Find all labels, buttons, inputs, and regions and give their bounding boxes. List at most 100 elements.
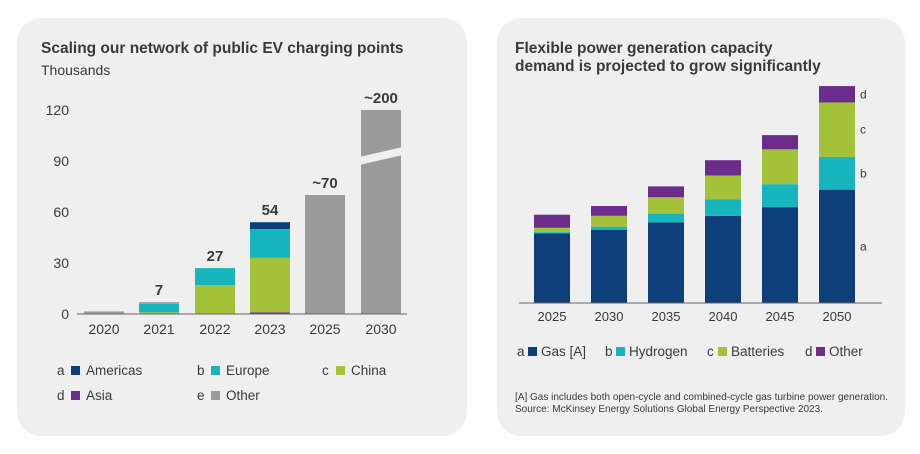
ev-chart-subtitle: Thousands: [41, 62, 111, 78]
bar-other-2030: [361, 110, 401, 314]
bar-europe-2023: [250, 229, 290, 258]
x-tick-label: 2025: [309, 321, 340, 337]
y-tick-label: 90: [53, 153, 69, 169]
legend-swatch-americas: [71, 366, 80, 375]
legend-letter: a: [517, 344, 525, 359]
power-chart-title: Flexible power generation capacity deman…: [515, 40, 821, 76]
total-label-2030: ~200: [364, 90, 398, 107]
legend-label: Asia: [86, 388, 113, 403]
legend-europe: b Europe: [197, 363, 270, 378]
segment-label: d: [860, 87, 867, 101]
bar-other-2025: [534, 214, 570, 228]
x-tick-label: 2035: [652, 309, 681, 324]
bar-gasa-2030: [591, 229, 627, 303]
bar-gasa-2025: [534, 233, 570, 303]
bar-other-2025: [305, 195, 345, 314]
legend-label: Hydrogen: [629, 344, 688, 359]
segment-label: a: [860, 239, 867, 253]
ev-chart-title: Scaling our network of public EV chargin…: [41, 40, 404, 57]
x-tick-label: 2030: [365, 321, 396, 337]
legend-label: China: [351, 363, 387, 378]
bar-other-2021: [139, 302, 179, 304]
legend-label: Other: [226, 388, 260, 403]
legend-swatch-china: [336, 366, 345, 375]
legend-swatch-other: [211, 391, 220, 400]
ev-chart-svg: 0 30 60 90 120 2020 7 2021 27 2022 54 2023 ~70 2025 ~2…: [46, 90, 407, 337]
legend-letter: b: [605, 344, 613, 359]
segment-label: b: [860, 166, 867, 180]
power-chart-title-line1: Flexible power generation capacity: [515, 40, 773, 57]
legend-americas: a Americas: [57, 363, 142, 378]
total-label-2022: 27: [207, 248, 224, 265]
x-tick-label: 2045: [766, 309, 795, 324]
bar-hydrogen-2025: [534, 232, 570, 234]
y-tick-label: 0: [61, 306, 69, 322]
bar-china-2022: [195, 285, 235, 314]
bar-gasa-2050: [819, 189, 855, 303]
axis-break-mark: [355, 146, 407, 166]
bar-gasa-2035: [648, 222, 684, 303]
legend-letter: c: [707, 344, 714, 359]
bar-hydrogen-2050: [819, 156, 855, 190]
bar-batteries-2050: [819, 102, 855, 157]
bar-other-2050: [819, 86, 855, 103]
legend-letter: d: [57, 388, 65, 403]
legend-letter: e: [197, 388, 205, 403]
legend-letter: d: [805, 344, 813, 359]
legend-swatch-batteries: [718, 347, 727, 356]
x-tick-label: 2021: [143, 321, 174, 337]
legend-power-other: d Other: [805, 344, 863, 359]
legend-swatch-europe: [211, 366, 220, 375]
bar-china-2021: [139, 312, 179, 314]
x-tick-label: 2022: [199, 321, 230, 337]
legend-label: Batteries: [731, 344, 785, 359]
bar-hydrogen-2045: [762, 184, 798, 208]
y-tick-label: 120: [46, 102, 70, 118]
legend-china: c China: [322, 363, 386, 378]
bar-batteries-2040: [705, 175, 741, 200]
legend-batteries: c Batteries: [707, 344, 784, 359]
bar-hydrogen-2035: [648, 213, 684, 223]
legend-asia: d Asia: [57, 388, 112, 403]
legend-swatch-hydrogen: [616, 347, 625, 356]
bar-gasa-2045: [762, 207, 798, 303]
ev-charging-panel: Scaling our network of public EV chargin…: [17, 18, 467, 436]
bar-other-2040: [705, 160, 741, 176]
legend-swatch-power-other: [816, 347, 825, 356]
segment-label: c: [860, 123, 866, 137]
bar-batteries-2045: [762, 149, 798, 185]
bar-batteries-2030: [591, 215, 627, 227]
bar-hydrogen-2040: [705, 199, 741, 216]
x-tick-label: 2023: [254, 321, 285, 337]
legend-label: Other: [829, 344, 863, 359]
footnote-line1: [A] Gas includes both open-cycle and com…: [515, 392, 888, 403]
footnote: [A] Gas includes both open-cycle and com…: [515, 392, 888, 416]
legend-swatch-asia: [71, 391, 80, 400]
bar-batteries-2035: [648, 197, 684, 214]
bar-other-2045: [762, 135, 798, 150]
x-tick-label: 2040: [709, 309, 738, 324]
total-label-2025: ~70: [312, 175, 337, 192]
bar-hydrogen-2030: [591, 226, 627, 230]
bar-other-2030: [591, 205, 627, 216]
legend-label: Gas [A]: [541, 344, 587, 359]
power-chart-title-line2: demand is projected to grow significantl…: [515, 58, 821, 75]
legend-other: e Other: [197, 388, 260, 403]
legend-swatch-gas: [528, 347, 537, 356]
bar-other-2035: [648, 186, 684, 198]
legend-letter: c: [322, 363, 329, 378]
x-tick-label: 2050: [823, 309, 852, 324]
total-label-2023: 54: [262, 202, 279, 219]
x-tick-label: 2025: [538, 309, 567, 324]
power-capacity-panel: Flexible power generation capacity deman…: [497, 18, 905, 436]
bar-asia-2023: [250, 312, 290, 314]
power-chart-svg: 2025 2030 2035 2040 2045 2050 a b c d: [519, 86, 882, 324]
bar-gasa-2040: [705, 215, 741, 303]
bar-europe-2021: [139, 303, 179, 313]
x-tick-label: 2020: [88, 321, 119, 337]
footnote-source: Source: McKinsey Energy Solutions Global…: [515, 404, 823, 415]
bar-americas-2023: [250, 222, 290, 229]
total-label-2021: 7: [155, 282, 163, 299]
y-tick-label: 60: [53, 204, 69, 220]
legend-hydrogen: b Hydrogen: [605, 344, 688, 359]
